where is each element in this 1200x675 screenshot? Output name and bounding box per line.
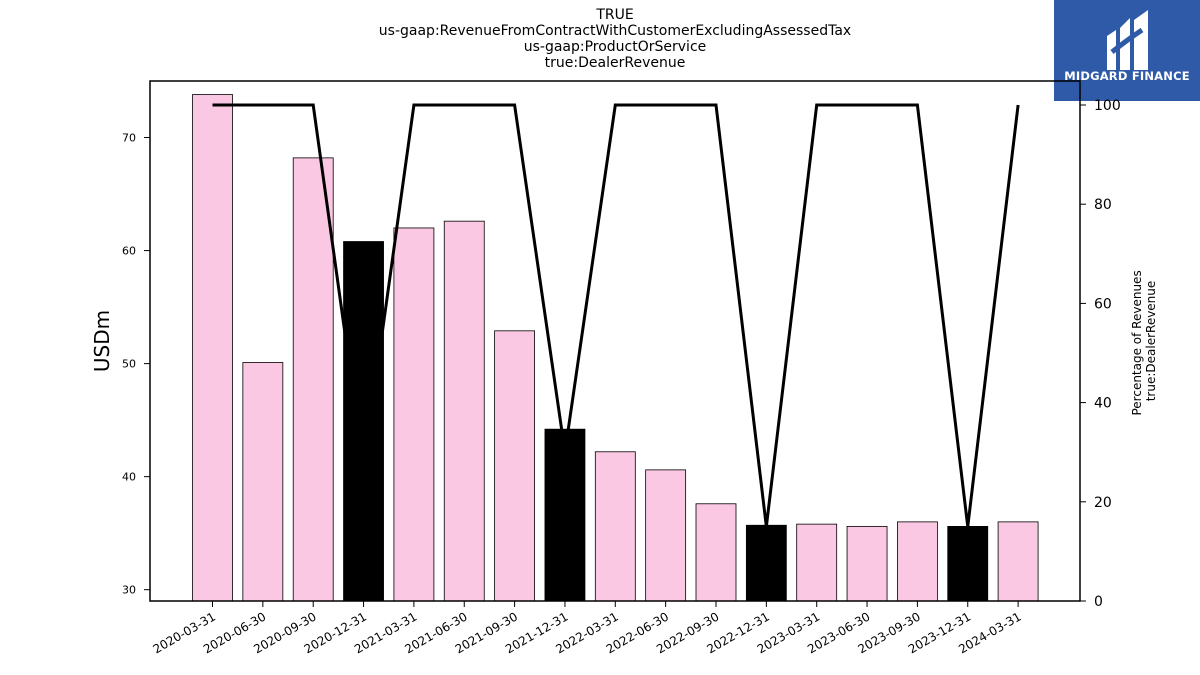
x-axis: 2020-03-312020-06-302020-09-302020-12-31… (151, 601, 1024, 656)
bar-2020-06-30 (242, 362, 284, 602)
bar-2024-03-31 (997, 521, 1039, 602)
y2-tick-label: 60 (1094, 296, 1112, 312)
bar-2023-06-30 (846, 525, 888, 602)
y2-tick-label: 0 (1094, 594, 1103, 610)
y-tick-label: 30 (122, 584, 136, 597)
chart-title: TRUE us-gaap:RevenueFromContractWithCust… (150, 7, 1080, 71)
y2-axis-label: Percentage of Revenues true:DealerRevenu… (1130, 266, 1158, 415)
bar-2022-06-30 (645, 469, 687, 602)
y-tick-label: 60 (122, 245, 136, 258)
y-tick-label: 70 (122, 132, 136, 145)
bar-2023-03-31 (796, 523, 838, 602)
bar-2020-09-30 (292, 157, 334, 602)
y2-tick-label: 20 (1094, 495, 1112, 511)
y-tick-label: 40 (122, 471, 136, 484)
y-tick-label: 50 (122, 358, 136, 371)
y-axis-label: USDm (90, 310, 114, 372)
bar-2021-06-30 (443, 220, 485, 602)
title-line-3: us-gaap:ProductOrService (523, 39, 707, 55)
bar-2021-09-30 (494, 330, 536, 602)
y2-tick-label: 40 (1094, 396, 1112, 412)
y-axis-right: 0 20 40 60 80 100 (1080, 98, 1121, 610)
logo-mark-icon (1107, 10, 1148, 70)
bars-group (192, 94, 1039, 602)
y2-tick-label: 80 (1094, 197, 1112, 213)
logo-text: MIDGARD FINANCE (1064, 69, 1190, 83)
bar-2022-12-31 (745, 524, 787, 602)
bar-2022-03-31 (594, 451, 636, 602)
y-axis-left: 30 40 50 60 70 (122, 132, 150, 597)
bar-2020-03-31 (192, 94, 233, 602)
percentage-line (212, 103, 1020, 527)
bar-2022-09-30 (695, 503, 737, 602)
bar-2021-03-31 (393, 227, 435, 602)
bar-2020-12-31 (343, 241, 384, 602)
y2-axis-label-line-2: true:DealerRevenue (1144, 281, 1158, 402)
title-line-4: true:DealerRevenue (544, 55, 686, 71)
bar-2021-12-31 (544, 428, 586, 602)
title-line-1: TRUE (596, 7, 634, 23)
bar-2023-12-31 (947, 525, 989, 602)
y2-tick-label: 100 (1094, 98, 1121, 114)
y2-axis-label-line-1: Percentage of Revenues (1130, 270, 1144, 415)
title-line-2: us-gaap:RevenueFromContractWithCustomerE… (378, 23, 852, 39)
bar-2023-09-30 (897, 521, 938, 602)
midgard-finance-logo: MIDGARD FINANCE (1054, 0, 1200, 101)
